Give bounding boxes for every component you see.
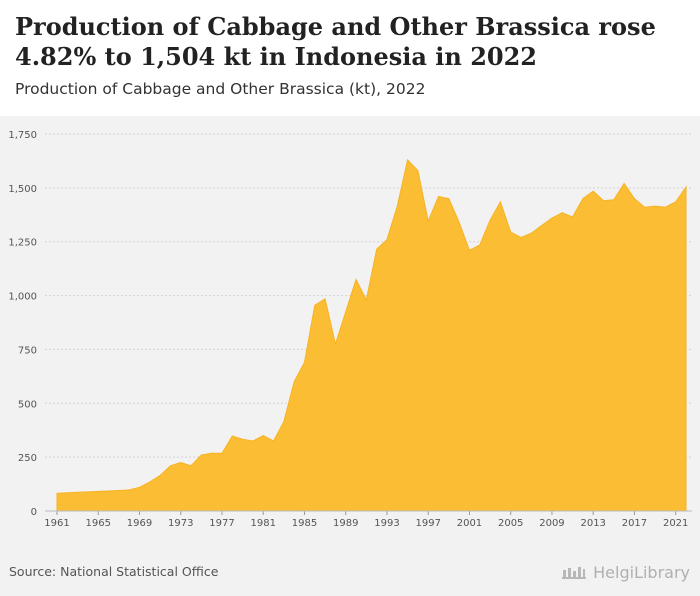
x-tick-label: 1961 [44, 518, 69, 529]
data-point-2022[interactable] [684, 185, 688, 189]
data-point-1999[interactable] [447, 197, 451, 201]
y-tick-label: 500 [18, 399, 37, 410]
chart-header: Production of Cabbage and Other Brassica… [0, 0, 700, 116]
data-point-2002[interactable] [478, 243, 482, 247]
data-point-1978[interactable] [230, 434, 234, 438]
data-point-2013[interactable] [591, 189, 595, 193]
data-point-1984[interactable] [292, 380, 296, 384]
data-point-1990[interactable] [354, 277, 358, 281]
area-layer [55, 158, 688, 512]
data-point-2012[interactable] [581, 197, 585, 201]
data-point-1980[interactable] [251, 439, 255, 443]
x-tick-label: 1989 [333, 518, 358, 529]
data-point-1981[interactable] [261, 434, 265, 438]
data-point-2020[interactable] [663, 205, 667, 209]
data-point-1971[interactable] [158, 473, 162, 477]
data-point-1989[interactable] [344, 310, 348, 314]
data-point-2004[interactable] [498, 200, 502, 204]
area-chart: 0 250 500 750 1,000 1,250 1,500 1,750 1961 1965 19… [8, 130, 692, 529]
source-label: Source: National Statistical Office [9, 564, 219, 579]
x-tick-label: 2009 [539, 518, 564, 529]
data-point-1965[interactable] [96, 489, 100, 493]
data-point-1969[interactable] [137, 485, 141, 489]
data-point-1988[interactable] [333, 342, 337, 346]
data-point-1991[interactable] [364, 298, 368, 302]
data-point-1982[interactable] [272, 439, 276, 443]
x-tick-label: 1985 [292, 518, 317, 529]
x-tick-label: 1965 [86, 518, 111, 529]
data-point-2006[interactable] [519, 235, 523, 239]
brand-logo[interactable]: HelgiLibrary [561, 560, 690, 584]
x-tick-label: 2017 [622, 518, 647, 529]
y-tick-label: 1,500 [8, 184, 37, 195]
data-point-1974[interactable] [189, 464, 193, 468]
data-point-1961[interactable] [55, 491, 59, 495]
brand-name: HelgiLibrary [593, 562, 690, 582]
data-point-2014[interactable] [602, 199, 606, 203]
axis-layer: 0 250 500 750 1,000 1,250 1,500 1,750 1961 1965 19… [8, 130, 692, 529]
x-tick-label: 2021 [663, 518, 688, 529]
x-tick-label: 1997 [415, 518, 440, 529]
x-tick-label: 1973 [168, 518, 193, 529]
y-tick-label: 1,000 [8, 292, 37, 303]
y-tick-label: 750 [18, 345, 37, 356]
data-point-2021[interactable] [674, 200, 678, 204]
data-point-1968[interactable] [127, 488, 131, 492]
data-point-1987[interactable] [323, 297, 327, 301]
data-point-2008[interactable] [540, 224, 544, 228]
data-point-1972[interactable] [168, 464, 172, 468]
data-point-2010[interactable] [560, 211, 564, 215]
x-tick-label: 2001 [457, 518, 482, 529]
data-point-1976[interactable] [210, 451, 214, 455]
x-tick-label: 2013 [580, 518, 605, 529]
data-point-1975[interactable] [199, 453, 203, 457]
data-point-2017[interactable] [632, 197, 636, 201]
y-tick-label: 0 [31, 507, 37, 518]
data-point-1964[interactable] [86, 490, 90, 494]
y-tick-label: 1,250 [8, 238, 37, 249]
data-point-2019[interactable] [653, 204, 657, 208]
data-point-2003[interactable] [488, 218, 492, 222]
data-point-1973[interactable] [179, 461, 183, 465]
chart-subtitle: Production of Cabbage and Other Brassica… [15, 80, 426, 98]
data-point-1966[interactable] [107, 489, 111, 493]
data-point-1970[interactable] [148, 480, 152, 484]
x-tick-label: 1969 [127, 518, 152, 529]
y-tick-label: 1,750 [8, 130, 37, 141]
data-point-1979[interactable] [241, 437, 245, 441]
data-point-1967[interactable] [117, 489, 121, 493]
data-point-1994[interactable] [395, 204, 399, 208]
data-point-1983[interactable] [282, 420, 286, 424]
data-point-1986[interactable] [313, 303, 317, 307]
data-point-1996[interactable] [416, 169, 420, 173]
y-tick-label: 250 [18, 453, 37, 464]
data-point-1977[interactable] [220, 451, 224, 455]
data-point-1998[interactable] [437, 194, 441, 198]
data-point-2005[interactable] [509, 230, 513, 234]
data-point-2007[interactable] [529, 231, 533, 235]
data-point-1963[interactable] [76, 490, 80, 494]
chart-title: Production of Cabbage and Other Brassica… [15, 12, 656, 71]
x-tick-label: 1977 [209, 518, 234, 529]
x-tick-label: 1993 [374, 518, 399, 529]
data-point-1993[interactable] [385, 238, 389, 242]
x-tick-label: 1981 [251, 518, 276, 529]
data-point-1962[interactable] [65, 491, 69, 495]
data-point-1997[interactable] [426, 219, 430, 223]
data-point-2009[interactable] [550, 216, 554, 220]
data-point-1995[interactable] [406, 158, 410, 162]
data-point-2011[interactable] [571, 215, 575, 219]
data-point-2015[interactable] [612, 198, 616, 202]
data-point-1992[interactable] [375, 247, 379, 251]
data-point-2000[interactable] [457, 220, 461, 224]
data-point-2001[interactable] [467, 248, 471, 252]
x-tick-label: 2005 [498, 518, 523, 529]
data-point-2016[interactable] [622, 182, 626, 186]
data-point-2018[interactable] [643, 205, 647, 209]
data-point-1985[interactable] [302, 360, 306, 364]
production-area-series [56, 158, 687, 512]
library-icon [562, 567, 587, 579]
